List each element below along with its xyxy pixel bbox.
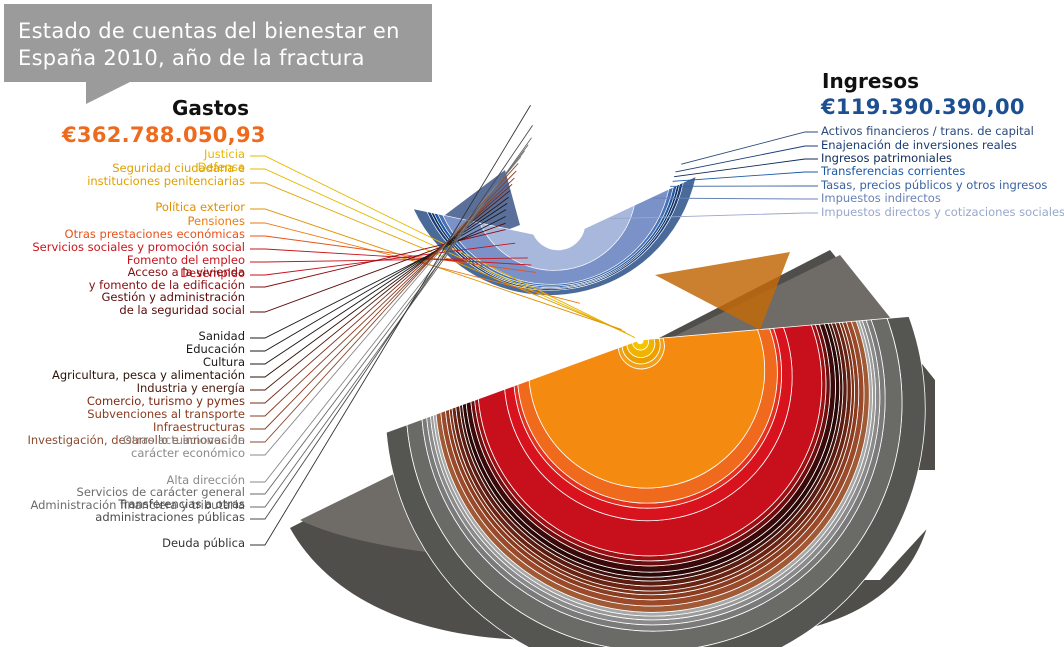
ingreso-label-1: Enajenación de inversiones reales <box>821 138 1017 152</box>
gasto-leader-1 <box>250 168 631 336</box>
ingreso-label-4: Tasas, precios públicos y otros ingresos <box>821 178 1048 192</box>
gastos-total: €362.788.050,93 <box>62 123 266 147</box>
gasto-label-2: Seguridad ciudadana e instituciones penit… <box>87 161 245 188</box>
gasto-leader-12 <box>250 209 507 352</box>
gasto-leader-7 <box>250 257 528 263</box>
gasto-leader-10 <box>250 222 506 313</box>
ingresos-band-6 <box>479 204 635 271</box>
gasto-label-9: Acceso a la vivienda y fomento de la edif… <box>88 265 245 292</box>
gasto-leader-23 <box>250 137 532 508</box>
gasto-label-3: Política exterior <box>155 200 245 214</box>
gasto-label-20: Otras actuaciones de carácter económico <box>122 433 245 460</box>
gasto-label-6: Servicios sociales y promoción social <box>32 240 245 254</box>
gasto-leader-16 <box>250 183 513 404</box>
gasto-label-19: Investigación, desarrollo e innovación <box>27 433 245 447</box>
title-box: Estado de cuentas del bienestar en Españ… <box>4 4 432 82</box>
ingreso-leader-1 <box>675 145 818 173</box>
ingreso-leader-3 <box>672 171 818 182</box>
gasto-leader-14 <box>250 196 509 378</box>
gasto-leader-9 <box>250 229 506 288</box>
gasto-label-16: Comercio, turismo y pymes <box>86 394 245 408</box>
gasto-label-4: Pensiones <box>187 214 245 228</box>
ingreso-label-6: Impuestos directos y cotizaciones social… <box>821 205 1064 219</box>
gasto-leader-21 <box>250 150 525 483</box>
chart-title-line-1: Estado de cuentas del bienestar en <box>18 19 400 43</box>
gasto-label-12: Educación <box>185 342 245 356</box>
gasto-leader-4 <box>250 222 580 304</box>
gastos-heading: Gastos <box>172 96 250 120</box>
title-callout-tail <box>86 82 130 104</box>
gasto-label-7: Fomento del empleo <box>126 253 245 267</box>
gasto-label-24: Transferencias a otras administraciones p… <box>95 497 245 524</box>
chart-title-line-2: España 2010, año de la fractura <box>18 46 365 70</box>
gasto-label-11: Sanidad <box>198 329 245 343</box>
ingreso-label-2: Ingresos patrimoniales <box>821 151 953 165</box>
gasto-label-22: Servicios de carácter general <box>76 485 245 499</box>
ingreso-leader-6 <box>610 212 818 220</box>
gasto-label-1: Defensa <box>197 160 245 174</box>
ingreso-leader-5 <box>651 197 818 200</box>
gasto-label-18: Infraestructuras <box>153 420 245 434</box>
gasto-label-25: Deuda pública <box>162 536 245 550</box>
ingreso-label-3: Transferencias corrientes <box>821 164 966 178</box>
gasto-leader-24 <box>250 125 533 520</box>
gasto-label-0: Justicia <box>204 147 245 161</box>
gasto-leader-17 <box>250 177 515 417</box>
gasto-label-5: Otras prestaciones económicas <box>64 227 245 241</box>
ingresos-total: €119.390.390,00 <box>821 95 1025 119</box>
gastos-hole <box>637 339 644 344</box>
gasto-leader-2 <box>250 182 626 333</box>
gasto-label-17: Subvenciones al transporte <box>87 407 245 421</box>
ingresos-heading: Ingresos <box>822 69 919 93</box>
gasto-label-21: Alta dirección <box>166 473 245 487</box>
gasto-label-23: Administración financiera y tributaria <box>30 498 245 512</box>
gastos-wedge-shade <box>655 252 790 330</box>
ingreso-leader-2 <box>674 158 818 178</box>
ingreso-label-0: Activos financieros / trans. de capital <box>821 124 1034 138</box>
gasto-label-8: Desempleo <box>180 266 245 280</box>
gasto-label-10: Gestión y administración de la seguridad … <box>101 290 245 317</box>
gasto-leader-3 <box>250 208 622 330</box>
chart-title: Estado de cuentas del bienestar en Españ… <box>18 18 428 72</box>
gasto-leader-15 <box>250 190 511 391</box>
gasto-label-14: Agricultura, pesca y alimentación <box>51 368 245 382</box>
gasto-label-15: Industria y energía <box>136 381 245 395</box>
gasto-leader-25 <box>250 105 531 546</box>
gasto-leader-6 <box>250 248 532 266</box>
gasto-leader-19 <box>250 163 519 443</box>
gasto-leader-13 <box>250 203 508 365</box>
gasto-leader-20 <box>250 156 522 456</box>
ingreso-label-5: Impuestos indirectos <box>821 191 941 205</box>
ingreso-leader-0 <box>681 131 818 165</box>
gasto-leader-0 <box>250 155 636 339</box>
gasto-label-13: Cultura <box>202 355 245 369</box>
gasto-leader-18 <box>250 170 517 430</box>
